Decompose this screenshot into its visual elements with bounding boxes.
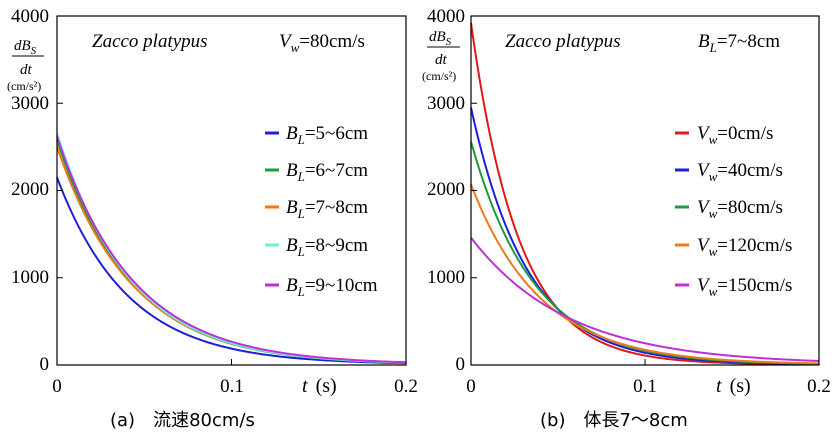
panel-b-condition: BL=7~8cm [698, 31, 780, 55]
panel-a-legend-item-3: BL=7~8cm [265, 197, 368, 221]
panel-a-species-label: Zacco platypus [92, 31, 208, 52]
panel-b-ytick-0: 0 [456, 354, 466, 375]
panel-b-legend-item-5: Vw=150cm/s [675, 275, 792, 299]
panel-a-ytick-2000: 2000 [11, 179, 49, 200]
panel-a-ytick-4000: 4000 [11, 6, 49, 27]
panel-b-caption: (b) 体長7～8cm [540, 410, 688, 431]
panel-b-curves [470, 22, 820, 366]
panel-b-curve-1 [470, 22, 820, 366]
panel-b-ticks [471, 102, 646, 365]
panel-b-species-label: Zacco platypus [505, 31, 621, 52]
panel-b-legend-label-5: Vw=150cm/s [697, 275, 792, 299]
panel-a-ticks [57, 15, 232, 365]
panel-a-legend-item-2: BL=6~7cm [265, 160, 368, 184]
panel-a-curve-1 [56, 177, 407, 365]
panel-b-ylabel-unit: (cm/s²) [422, 69, 456, 83]
panel-a-ytick-3000: 3000 [11, 93, 49, 114]
panel-b-frame [470, 15, 820, 366]
panel-a-curve-5 [56, 136, 407, 364]
panel-b-plot [470, 15, 820, 366]
panel-b-ytick-3000: 3000 [427, 93, 465, 114]
panel-b-legend-item-4: Vw=120cm/s [675, 235, 792, 259]
panel-a-ytick-1000: 1000 [11, 267, 49, 288]
panel-b: 4000 3000 2000 1000 0 dBS dt (cm/s²) 0 0… [422, 6, 831, 431]
panel-a-curves [56, 132, 407, 365]
panel-b-xlabel: t (s) [716, 375, 751, 397]
panel-b-legend-label-4: Vw=120cm/s [697, 235, 792, 259]
panel-a-plot [56, 15, 407, 366]
panel-a-xtick-0: 0 [52, 376, 62, 397]
panel-a-xtick-0.1: 0.1 [220, 376, 244, 397]
panel-a-ylabel-num: dBS [14, 38, 37, 57]
panel-b-ytick-2000: 2000 [427, 179, 465, 200]
panel-b-xtick-0.2: 0.2 [807, 376, 831, 397]
panel-a-frame [56, 15, 407, 366]
panel-b-legend-label-3: Vw=80cm/s [697, 197, 783, 221]
panel-a-legend-item-1: BL=5~6cm [265, 123, 368, 147]
panel-a-xlabel: t (s) [302, 375, 337, 397]
panel-b-ylabel-num: dBS [429, 29, 452, 48]
panel-b-x-ticklabels: 0 0.1 0.2 [466, 376, 831, 397]
panel-b-legend-item-2: Vw=40cm/s [675, 160, 783, 184]
panel-b-ytick-1000: 1000 [427, 267, 465, 288]
panel-a-condition: Vw=80cm/s [279, 31, 365, 55]
panel-a-x-ticklabels: 0 0.1 0.2 [52, 376, 418, 397]
panel-b-curve-4 [470, 184, 820, 365]
panel-a-ylabel: dBS dt (cm/s²) [7, 38, 44, 93]
panel-b-legend-label-1: Vw=0cm/s [697, 123, 773, 147]
panel-b-xtick-0.1: 0.1 [633, 376, 657, 397]
panel-a-legend-label-1: BL=5~6cm [286, 123, 368, 147]
panel-b-ylabel: dBS dt (cm/s²) [422, 29, 460, 83]
panel-b-legend-item-3: Vw=80cm/s [675, 197, 783, 221]
panel-b-xtick-0: 0 [466, 376, 476, 397]
panel-b-ylabel-den: dt [435, 52, 448, 68]
panel-a: 4000 3000 2000 1000 0 dBS dt (cm/s²) 0 0… [7, 6, 418, 431]
panel-b-curve-5 [470, 237, 820, 362]
panel-a-ylabel-unit: (cm/s²) [7, 79, 41, 93]
panel-b-legend-item-1: Vw=0cm/s [675, 123, 773, 147]
panel-a-legend-item-4: BL=8~9cm [265, 235, 368, 259]
panel-a-legend-item-5: BL=9~10cm [265, 275, 378, 299]
panel-a-y-ticklabels: 4000 3000 2000 1000 0 [11, 6, 49, 375]
panel-a-legend-label-5: BL=9~10cm [286, 275, 378, 299]
panel-a-xtick-0.2: 0.2 [394, 376, 418, 397]
panel-b-y-ticklabels: 4000 3000 2000 1000 0 [427, 6, 465, 375]
panel-a-legend-label-2: BL=6~7cm [286, 160, 368, 184]
panel-a-ytick-0: 0 [40, 354, 50, 375]
panel-a-legend-label-4: BL=8~9cm [286, 235, 368, 259]
panel-a-legend: BL=5~6cm BL=6~7cm BL=7~8cm BL=8~9cm BL=9… [265, 123, 378, 299]
panel-a-legend-label-3: BL=7~8cm [286, 197, 368, 221]
panel-b-ytick-4000: 4000 [427, 6, 465, 27]
panel-a-caption: (a) 流速80cm/s [110, 410, 255, 431]
panel-b-legend: Vw=0cm/s Vw=40cm/s Vw=80cm/s Vw=120cm/s … [675, 123, 792, 299]
panel-a-ylabel-den: dt [20, 62, 33, 78]
panel-b-legend-label-2: Vw=40cm/s [697, 160, 783, 184]
